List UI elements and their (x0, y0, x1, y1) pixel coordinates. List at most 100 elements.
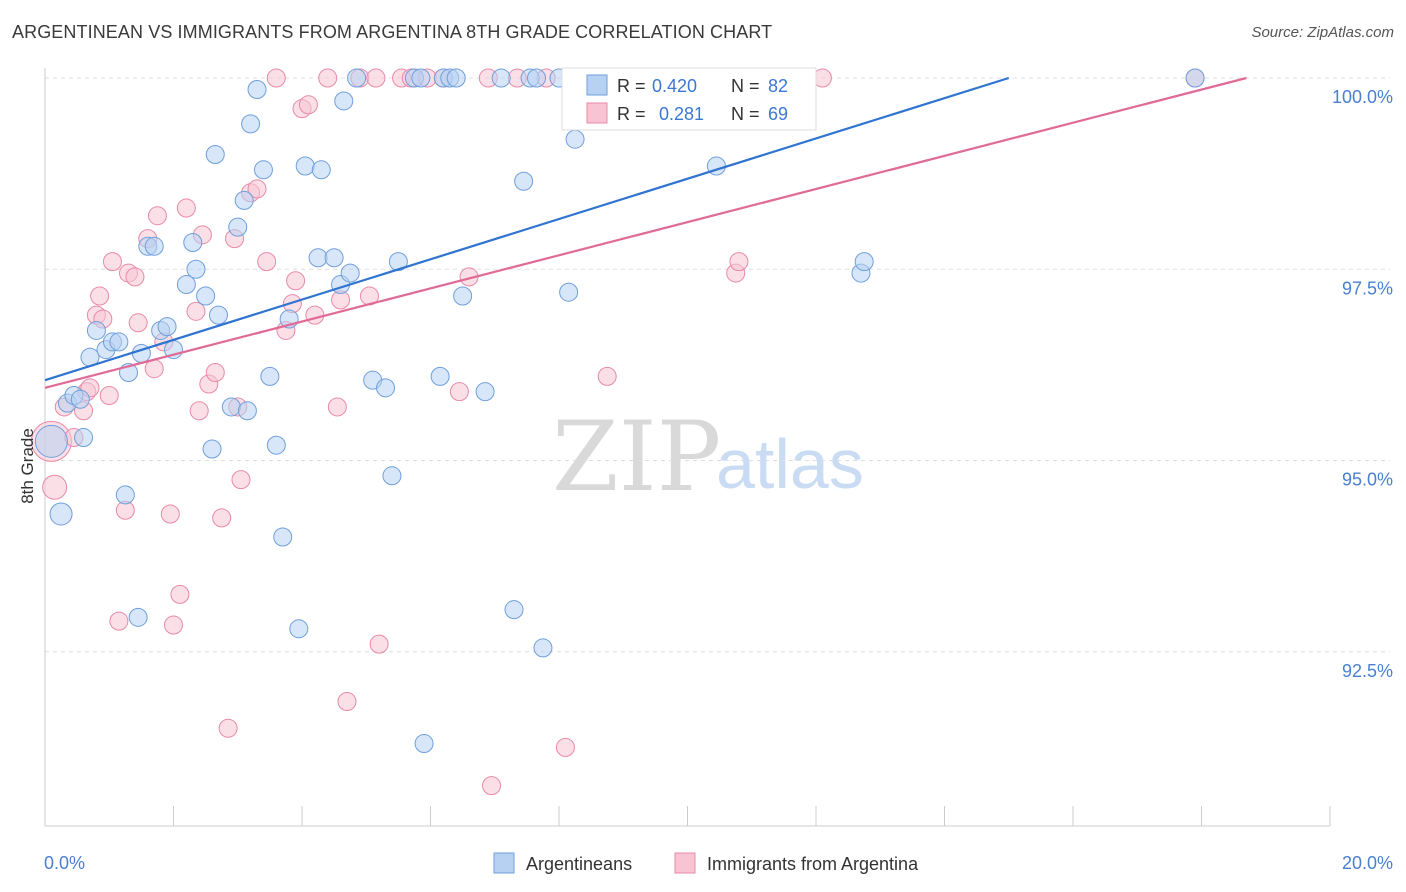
y-tick-label: 92.5% (1342, 661, 1393, 681)
immigrants-point (482, 776, 502, 796)
stats-n-argentineans: 82 (768, 76, 788, 96)
chart-title: ARGENTINEAN VS IMMIGRANTS FROM ARGENTINA… (12, 22, 773, 42)
trend-line-argentineans (44, 76, 1010, 382)
argentineans-point (221, 397, 241, 417)
legend-label-argentineans: Argentineans (526, 854, 632, 874)
argentineans-point (186, 259, 206, 279)
immigrants-point (327, 397, 347, 417)
argentineans-point (527, 68, 547, 88)
argentineans-point (295, 156, 315, 176)
argentineans-point (128, 607, 148, 627)
immigrants-point (90, 286, 110, 306)
immigrants-point (205, 363, 225, 383)
immigrants-point (186, 301, 206, 321)
stats-legend: R = 0.420 N = 82 R = 0.281 N = 69 (561, 67, 817, 131)
immigrants-point (729, 252, 749, 272)
stats-r-label: R = (617, 104, 646, 124)
stats-n-label: N = (731, 76, 760, 96)
immigrants-point (125, 267, 145, 287)
argentineans-point (157, 317, 177, 337)
argentineans-point (196, 286, 216, 306)
legend-swatch-argentineans (493, 852, 515, 874)
y-tick-label: 95.0% (1342, 470, 1393, 490)
y-axis-title: 8th Grade (18, 428, 37, 504)
immigrants-point (366, 68, 386, 88)
argentineans-point (34, 424, 68, 458)
x-tick-label: 20.0% (1342, 853, 1393, 873)
immigrants-point (128, 313, 148, 333)
argentineans-point (334, 91, 354, 111)
trend-lines (44, 76, 1247, 389)
source-label: Source: ZipAtlas.com (1251, 24, 1394, 41)
stats-n-label: N = (731, 104, 760, 124)
argentineans-point (854, 252, 874, 272)
argentineans-point (475, 382, 495, 402)
argentineans-point (289, 619, 309, 639)
bottom-legend: Argentineans Immigrants from Argentina (493, 852, 919, 874)
immigrants-point (257, 252, 277, 272)
immigrants-point (247, 179, 267, 199)
argentineans-point (430, 366, 450, 386)
x-tick-label: 0.0% (44, 853, 85, 873)
argentineans-point (514, 171, 534, 191)
argentineans-point (347, 68, 367, 88)
argentineans-point (247, 79, 267, 99)
argentineans-point (70, 389, 90, 409)
immigrants-point (170, 584, 190, 604)
immigrants-point (164, 615, 183, 635)
argentineans-point (115, 485, 135, 505)
immigrants-point (42, 474, 68, 500)
argentineans-point (176, 275, 196, 295)
argentineans-point (205, 145, 225, 164)
immigrants-point (286, 271, 306, 291)
stats-r-argentineans: 0.420 (652, 76, 697, 96)
immigrants-point (212, 508, 232, 528)
argentineans-point (253, 160, 273, 180)
argentineans-point (260, 366, 280, 386)
argentineans-point (565, 129, 585, 149)
argentineans-point (208, 305, 228, 325)
immigrants-point (99, 385, 119, 405)
immigrants-point (147, 206, 167, 226)
immigrants-point (109, 611, 129, 631)
immigrants-point (337, 691, 357, 711)
argentineans-point (411, 68, 431, 88)
immigrants-point (449, 382, 469, 402)
argentineans-point (376, 378, 396, 398)
series-argentineans-points (34, 68, 1205, 754)
argentineans-point (266, 435, 286, 455)
immigrants-point (266, 68, 286, 88)
stats-r-immigrants: 0.281 (659, 104, 704, 124)
stats-legend-swatch-argentineans (586, 74, 608, 96)
argentineans-point (241, 114, 261, 134)
argentineans-point (340, 263, 360, 283)
argentineans-point (533, 638, 553, 658)
argentineans-point (109, 332, 129, 352)
argentineans-point (559, 282, 579, 302)
immigrants-point (189, 401, 209, 421)
argentineans-point (491, 68, 511, 88)
immigrants-point (305, 305, 325, 325)
argentineans-point (228, 217, 248, 237)
argentineans-point (504, 600, 524, 620)
argentineans-point (183, 232, 203, 252)
argentineans-point (388, 252, 408, 272)
argentineans-point (324, 248, 344, 268)
immigrants-point (218, 718, 238, 738)
argentineans-point (144, 236, 164, 256)
argentineans-point (273, 527, 293, 547)
argentineans-point (414, 734, 434, 754)
argentineans-point (382, 466, 402, 486)
argentineans-point (202, 439, 222, 459)
legend-label-immigrants: Immigrants from Argentina (707, 854, 919, 874)
immigrants-point (102, 252, 122, 272)
argentineans-point (49, 502, 73, 526)
argentineans-point (237, 401, 257, 421)
stats-n-immigrants: 69 (768, 104, 788, 124)
immigrants-point (176, 198, 196, 218)
stats-legend-swatch-immigrants (586, 102, 608, 124)
argentineans-point (1185, 68, 1205, 88)
y-tick-labels: 100.0% 97.5% 95.0% 92.5% (1332, 87, 1393, 681)
y-tick-label: 100.0% (1332, 87, 1393, 107)
